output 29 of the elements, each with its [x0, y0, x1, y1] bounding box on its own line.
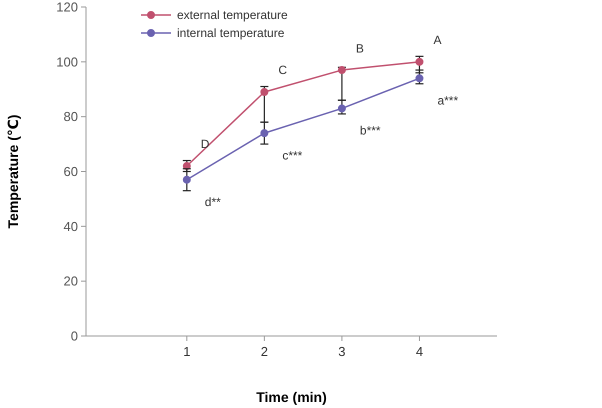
- y-axis-title: Temperature (℃): [5, 114, 21, 228]
- y-tick-label: 100: [56, 54, 78, 70]
- x-tick-label: 3: [338, 344, 346, 359]
- y-tick-label: 120: [56, 0, 78, 15]
- x-axis-title: Time (min): [256, 389, 327, 405]
- legend-label: external temperature: [177, 8, 288, 22]
- annotation: c***: [282, 148, 303, 162]
- annotation: a***: [437, 93, 458, 108]
- point: [415, 58, 424, 66]
- annotation: D: [200, 137, 210, 152]
- point: [260, 88, 268, 96]
- y-tick-label: 80: [64, 109, 78, 124]
- y-tick-label: 0: [70, 328, 78, 344]
- y-tick-label: 60: [64, 164, 78, 180]
- point: [338, 66, 346, 74]
- annotation: d**: [204, 194, 222, 209]
- point: [182, 176, 191, 184]
- annotation: B: [356, 41, 364, 56]
- x-tick-label: 4: [416, 344, 424, 359]
- annotation: A: [433, 33, 442, 48]
- x-tick-label: 2: [260, 344, 268, 359]
- y-tick-label: 40: [64, 218, 78, 234]
- annotation: b***: [360, 124, 381, 138]
- legend-label: internal temperature: [177, 26, 285, 40]
- point: [260, 129, 268, 138]
- point: [338, 104, 346, 112]
- annotation: C: [278, 63, 288, 78]
- x-tick-label: 1: [183, 344, 190, 359]
- y-tick-label: 20: [64, 274, 78, 289]
